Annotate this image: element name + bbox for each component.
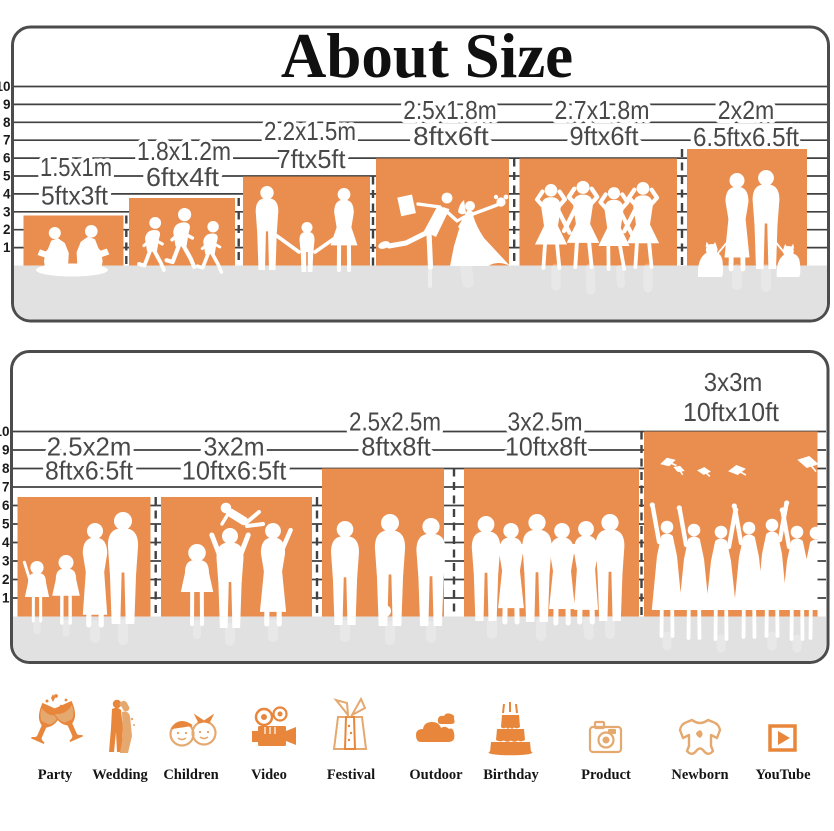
svg-text:4: 4 <box>3 186 11 201</box>
svg-text:2.7x1.8m: 2.7x1.8m <box>555 95 650 125</box>
svg-text:6: 6 <box>2 498 10 513</box>
svg-text:8: 8 <box>2 461 10 476</box>
svg-text:5: 5 <box>3 169 11 184</box>
svg-text:5: 5 <box>2 517 10 532</box>
svg-text:Children: Children <box>163 767 218 783</box>
svg-text:Party: Party <box>38 767 73 783</box>
svg-text:3: 3 <box>3 204 11 219</box>
svg-text:1: 1 <box>3 240 11 255</box>
svg-text:3x2.5m: 3x2.5m <box>508 407 583 437</box>
svg-text:7: 7 <box>3 133 11 148</box>
svg-text:YouTube: YouTube <box>755 767 811 783</box>
svg-text:About Size: About Size <box>281 21 573 91</box>
svg-text:4: 4 <box>2 535 10 550</box>
svg-text:2.2x1.5m: 2.2x1.5m <box>264 116 356 146</box>
svg-text:Product: Product <box>581 767 631 783</box>
svg-text:1.5x1m: 1.5x1m <box>40 152 112 182</box>
svg-text:9: 9 <box>2 443 10 458</box>
svg-text:8ftx6ft: 8ftx6ft <box>413 121 489 151</box>
svg-text:5ftx3ft: 5ftx3ft <box>41 181 109 211</box>
svg-text:1: 1 <box>2 591 10 606</box>
svg-text:2x2m: 2x2m <box>718 95 775 125</box>
svg-text:Festival: Festival <box>327 767 375 783</box>
svg-text:2.5x2.5m: 2.5x2.5m <box>349 407 441 437</box>
svg-text:Newborn: Newborn <box>671 767 728 783</box>
svg-text:10: 10 <box>0 79 11 94</box>
svg-text:2.5x1.8m: 2.5x1.8m <box>403 95 497 125</box>
svg-text:Wedding: Wedding <box>92 767 148 783</box>
svg-text:10: 10 <box>0 424 10 439</box>
svg-text:Video: Video <box>251 767 287 783</box>
svg-text:1.8x1.2m: 1.8x1.2m <box>137 136 231 166</box>
svg-text:3: 3 <box>2 554 10 569</box>
svg-text:Birthday: Birthday <box>483 767 539 783</box>
svg-text:9: 9 <box>3 97 11 112</box>
svg-text:2.5x2m: 2.5x2m <box>47 432 132 462</box>
svg-text:8ftx6.5ft: 8ftx6.5ft <box>45 456 134 486</box>
svg-text:2: 2 <box>3 222 11 237</box>
svg-text:9ftx6ft: 9ftx6ft <box>570 121 640 151</box>
svg-text:8ftx8ft: 8ftx8ft <box>361 432 431 462</box>
svg-text:10ftx8ft: 10ftx8ft <box>505 432 588 462</box>
svg-text:6.5ftx6.5ft: 6.5ftx6.5ft <box>693 122 800 152</box>
svg-text:10ftx6.5ft: 10ftx6.5ft <box>182 456 287 486</box>
svg-text:7: 7 <box>2 480 10 495</box>
svg-text:3x3m: 3x3m <box>704 367 763 397</box>
svg-text:Outdoor: Outdoor <box>409 767 463 783</box>
svg-text:3x2m: 3x2m <box>204 432 265 462</box>
svg-text:7ftx5ft: 7ftx5ft <box>277 144 347 174</box>
svg-text:6ftx4ft: 6ftx4ft <box>146 162 220 192</box>
svg-text:2: 2 <box>2 572 10 587</box>
svg-text:10ftx10ft: 10ftx10ft <box>683 397 780 427</box>
svg-text:6: 6 <box>3 151 11 166</box>
svg-text:8: 8 <box>3 115 11 130</box>
